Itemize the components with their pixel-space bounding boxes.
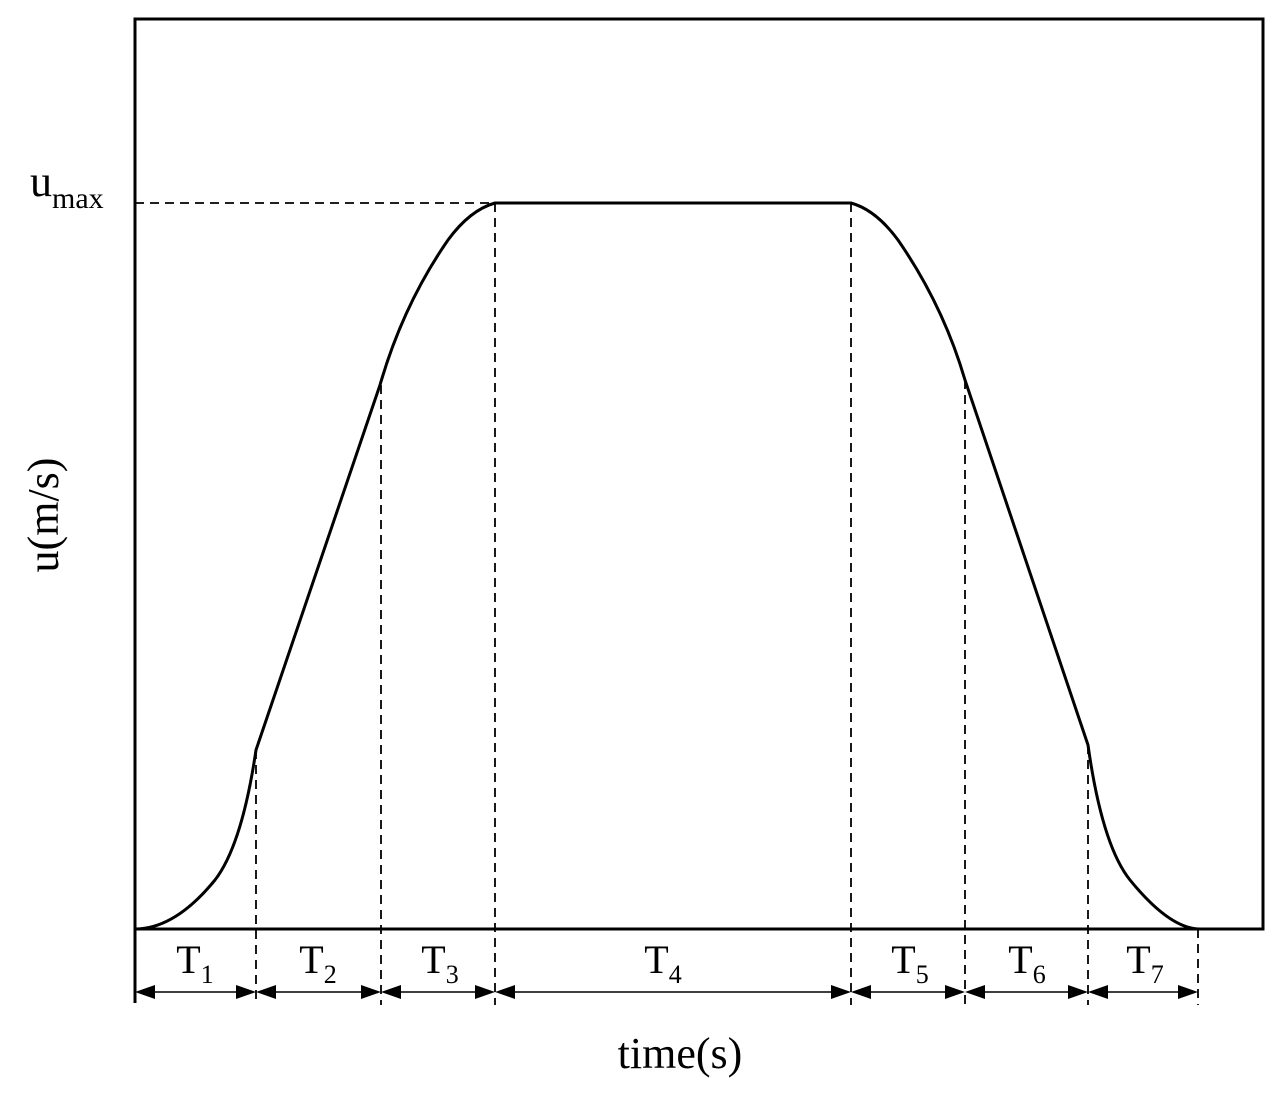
velocity-curve [134, 201, 1263, 931]
arrowhead-left-t4 [495, 985, 515, 999]
arrowhead-right-t5 [945, 985, 965, 999]
arrowhead-right-t6 [1068, 985, 1088, 999]
arrowhead-left-t7 [1088, 985, 1108, 999]
segment-label-t4: T4 [644, 937, 681, 989]
arrowhead-right-t2 [361, 985, 381, 999]
plot-frame [133, 17, 1265, 931]
arrowhead-left-t6 [965, 985, 985, 999]
segment-dimension-arrows [135, 985, 1198, 999]
arrowhead-right-t1 [236, 985, 256, 999]
segment-label-t6: T6 [1008, 937, 1045, 989]
arrowhead-right-t3 [475, 985, 495, 999]
arrowhead-left-t1 [135, 985, 155, 999]
arrowhead-right-t4 [831, 985, 851, 999]
segment-label-t5: T5 [891, 937, 928, 989]
x-axis-label: time(s) [618, 1029, 743, 1078]
arrowhead-left-t5 [851, 985, 871, 999]
segment-label-t2: T2 [299, 937, 336, 989]
segment-label-t7: T7 [1126, 937, 1163, 989]
y-axis-label: u(m/s) [19, 458, 68, 573]
umax-label: umax [30, 157, 104, 215]
arrowhead-right-t7 [1178, 985, 1198, 999]
arrowhead-left-t2 [256, 985, 276, 999]
segment-label-t3: T3 [421, 937, 458, 989]
arrowhead-left-t3 [381, 985, 401, 999]
segment-label-t1: T1 [176, 937, 213, 989]
